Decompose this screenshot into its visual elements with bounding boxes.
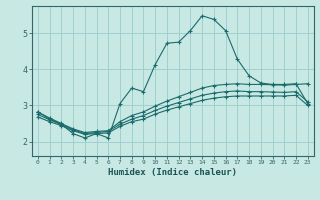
X-axis label: Humidex (Indice chaleur): Humidex (Indice chaleur) [108,168,237,177]
